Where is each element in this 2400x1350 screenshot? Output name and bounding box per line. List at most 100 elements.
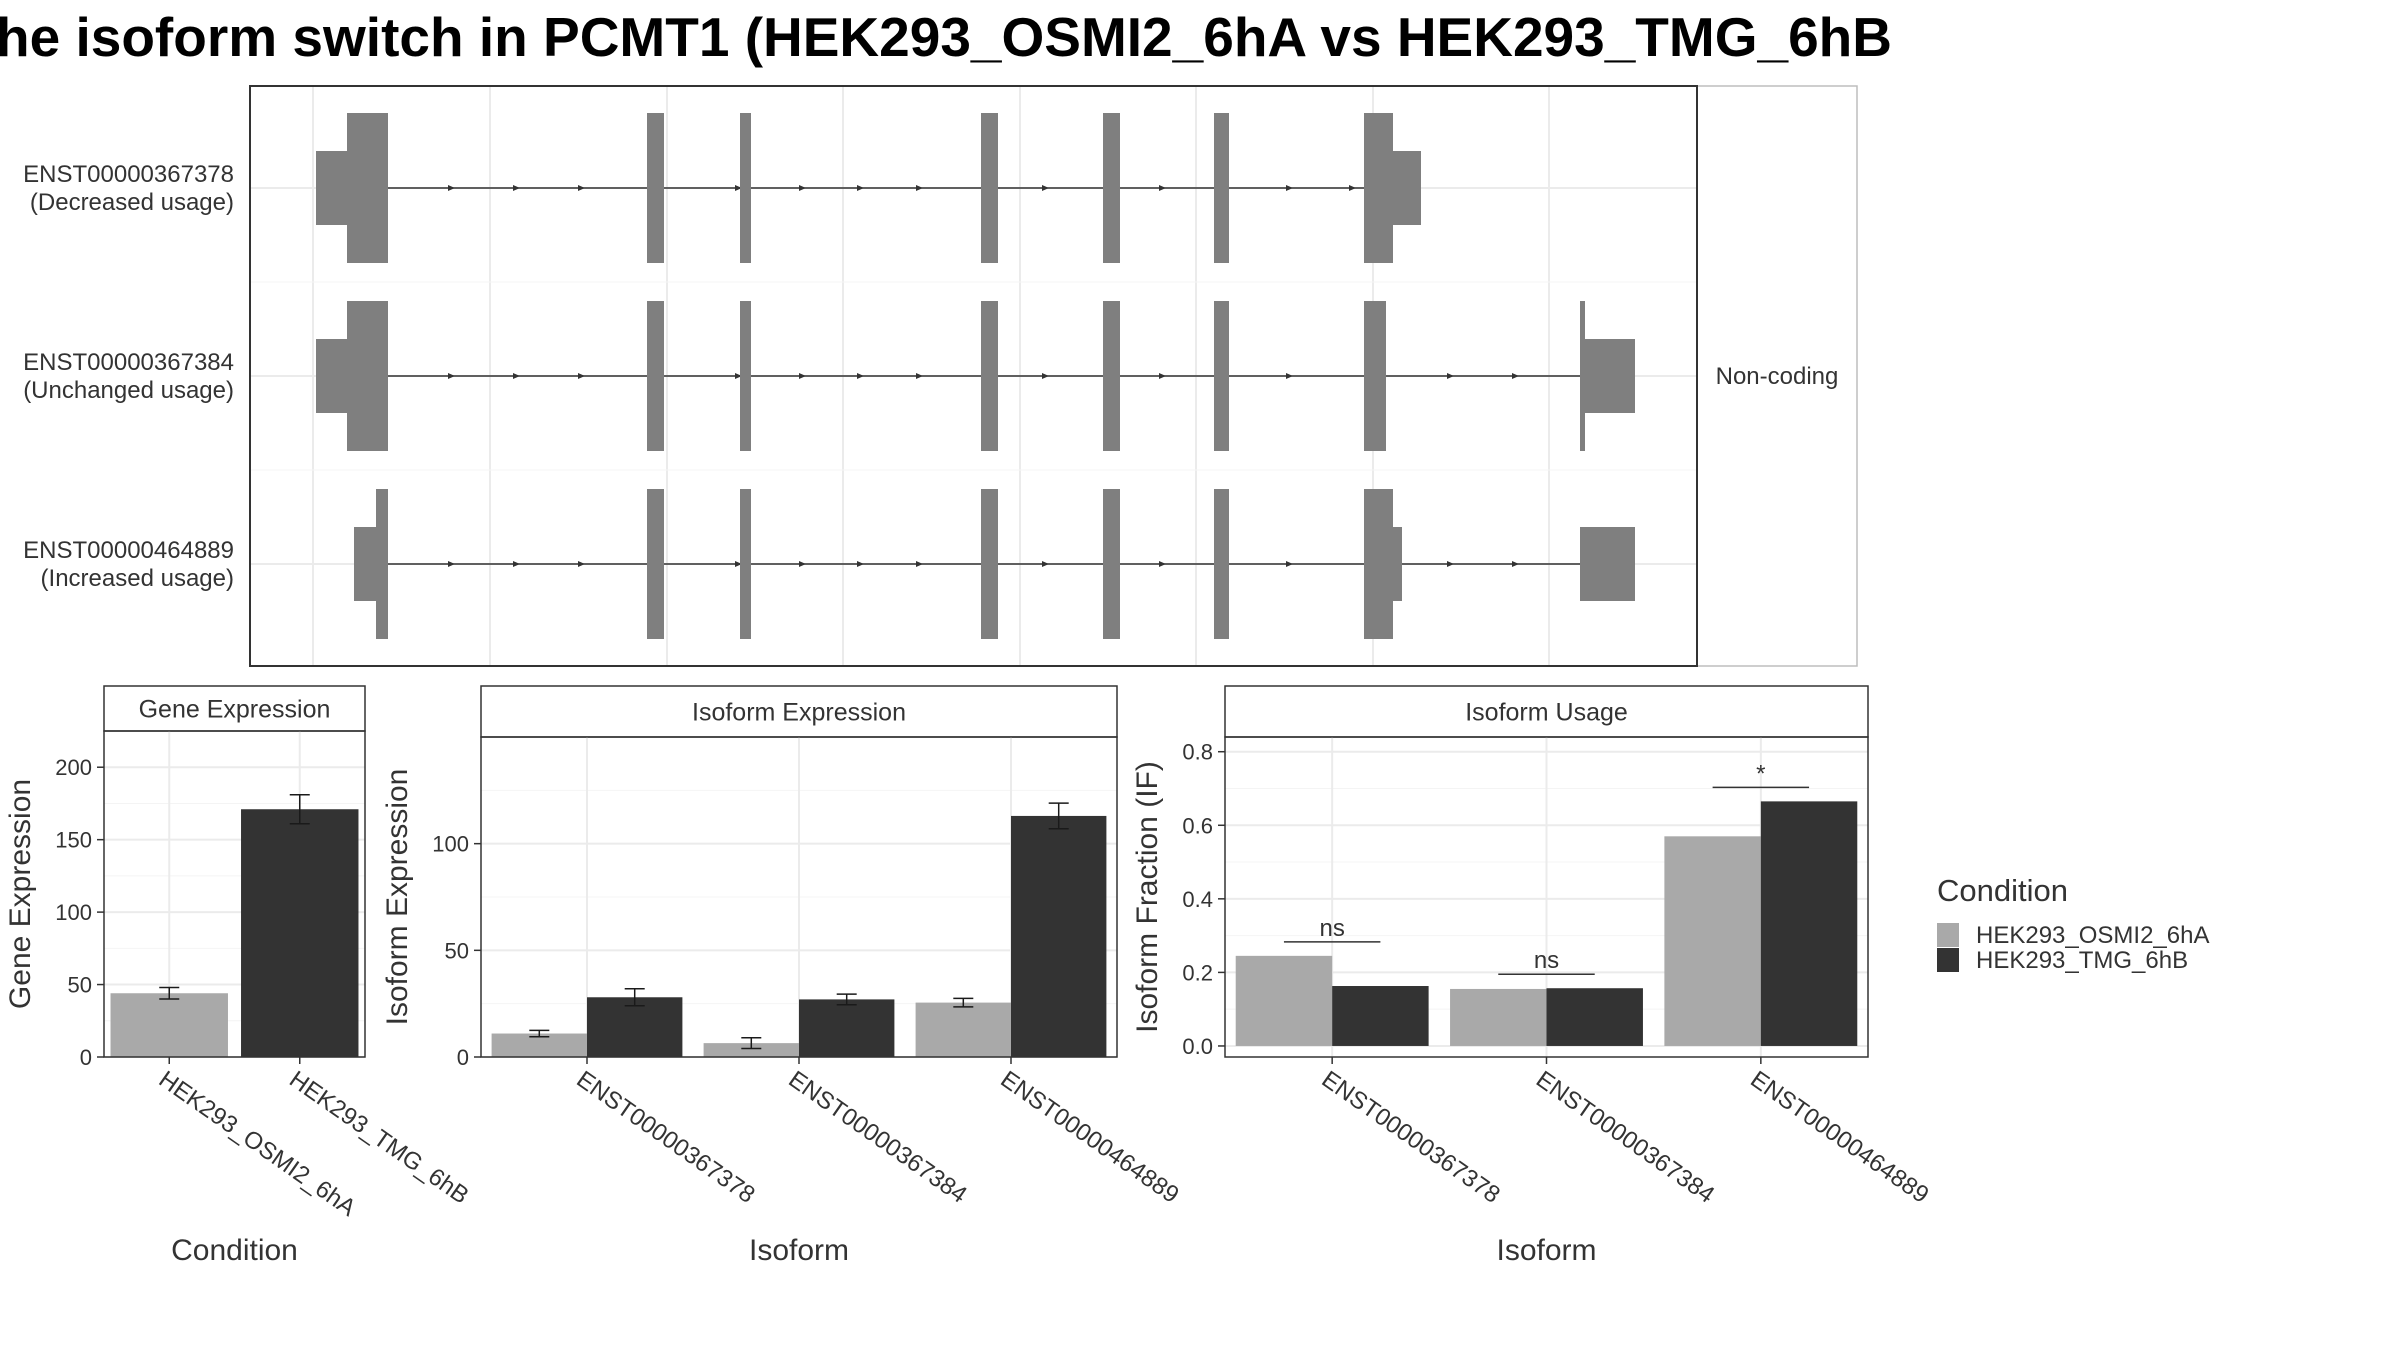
intron-direction-arrow bbox=[578, 185, 585, 191]
legend-title: Condition bbox=[1937, 873, 2068, 908]
structure-strip-label: Non-coding bbox=[1716, 363, 1839, 390]
panel-strip-title: Gene Expression bbox=[139, 696, 331, 724]
exon-block bbox=[647, 113, 664, 263]
intron-direction-arrow bbox=[513, 373, 520, 379]
exon-block bbox=[981, 301, 998, 451]
intron-direction-arrow bbox=[857, 373, 864, 379]
intron-direction-arrow bbox=[1286, 185, 1293, 191]
exon-block bbox=[376, 489, 388, 639]
y-axis-title: Isoform Expression bbox=[381, 769, 414, 1026]
intron-direction-arrow bbox=[1042, 373, 1049, 379]
gene-structure-panel: Non-coding ENST00000367378(Decreased usag… bbox=[23, 85, 1858, 667]
intron-direction-arrow bbox=[1159, 185, 1166, 191]
legend-swatch bbox=[1937, 948, 1959, 972]
panel-strip-title: Isoform Usage bbox=[1465, 699, 1628, 727]
y-tick-label: 0.8 bbox=[1182, 740, 1213, 765]
exon-block bbox=[1214, 489, 1229, 639]
exon-block bbox=[1364, 301, 1386, 451]
intron-direction-arrow bbox=[799, 185, 806, 191]
structure-strip bbox=[1696, 85, 1858, 667]
y-tick-label: 50 bbox=[68, 973, 92, 998]
exon-block bbox=[647, 301, 664, 451]
intron-direction-arrow bbox=[857, 185, 864, 191]
panel-strip bbox=[480, 685, 1118, 738]
exon-block bbox=[981, 489, 998, 639]
significance-label: ns bbox=[1534, 947, 1559, 974]
transcript-id-label: ENST00000367378 bbox=[23, 161, 234, 188]
x-tick-label: ENST00000367384 bbox=[784, 1066, 972, 1209]
transcript-usage-label: (Increased usage) bbox=[41, 565, 234, 592]
intron-direction-arrow bbox=[916, 185, 923, 191]
transcript-usage-label: (Decreased usage) bbox=[30, 189, 234, 216]
x-tick-label: ENST00000367378 bbox=[1317, 1066, 1505, 1209]
exon-block bbox=[1392, 527, 1402, 601]
y-tick-label: 0.4 bbox=[1182, 887, 1213, 912]
intron-direction-arrow bbox=[1042, 185, 1049, 191]
intron-direction-arrow bbox=[857, 561, 864, 567]
exon-block bbox=[1214, 113, 1229, 263]
intron-direction-arrow bbox=[1159, 373, 1166, 379]
intron-direction-arrow bbox=[513, 561, 520, 567]
intron-direction-arrow bbox=[578, 373, 585, 379]
x-tick-label: ENST00000367384 bbox=[1531, 1066, 1719, 1209]
intron-direction-arrow bbox=[735, 373, 742, 379]
bar bbox=[1546, 988, 1643, 1046]
intron-direction-arrow bbox=[1042, 561, 1049, 567]
structure-plot-border bbox=[249, 85, 1698, 667]
y-tick-label: 0 bbox=[80, 1045, 92, 1070]
intron-direction-arrow bbox=[799, 373, 806, 379]
intron-direction-arrow bbox=[1349, 185, 1356, 191]
intron-direction-arrow bbox=[578, 561, 585, 567]
bar bbox=[1760, 801, 1858, 1046]
intron-direction-arrow bbox=[1286, 373, 1293, 379]
exon-block bbox=[347, 113, 388, 263]
x-axis-title: Condition bbox=[171, 1234, 298, 1267]
bar bbox=[1332, 986, 1429, 1046]
legend-label: HEK293_OSMI2_6hA bbox=[1976, 922, 2209, 949]
bar bbox=[1664, 836, 1761, 1046]
bar bbox=[1011, 815, 1107, 1057]
y-tick-label: 200 bbox=[55, 755, 92, 780]
intron-direction-arrow bbox=[448, 185, 455, 191]
exon-block bbox=[981, 113, 998, 263]
significance-label: ns bbox=[1319, 915, 1344, 942]
x-tick-label: ENST00000464889 bbox=[996, 1066, 1184, 1209]
bar bbox=[110, 993, 228, 1057]
x-axis-title: Isoform bbox=[749, 1234, 849, 1267]
exon-block bbox=[1392, 151, 1421, 225]
intron-direction-arrow bbox=[1512, 561, 1519, 567]
figure-title: he isoform switch in PCMT1 (HEK293_OSMI2… bbox=[0, 6, 1892, 68]
y-tick-label: 150 bbox=[55, 828, 92, 853]
bar bbox=[915, 1002, 1011, 1057]
legend-swatch bbox=[1937, 923, 1959, 947]
bar bbox=[491, 1033, 587, 1057]
intron-direction-arrow bbox=[916, 561, 923, 567]
exon-block bbox=[1103, 301, 1120, 451]
exon-block bbox=[1580, 527, 1635, 601]
intron-direction-arrow bbox=[448, 561, 455, 567]
exon-block bbox=[1103, 113, 1120, 263]
bar bbox=[1450, 988, 1547, 1046]
bar bbox=[703, 1043, 799, 1057]
isoform-usage-panel: Isoform Usage ns ns * 0.0 0.2 0.4 0.6 0.8 ENST000… bbox=[1131, 685, 1934, 1267]
exon-block bbox=[1103, 489, 1120, 639]
intron-direction-arrow bbox=[799, 561, 806, 567]
exon-block bbox=[316, 151, 348, 225]
exon-block bbox=[740, 489, 751, 639]
exon-block bbox=[354, 527, 377, 601]
exon-block bbox=[1580, 301, 1585, 451]
panel-border bbox=[103, 730, 366, 1058]
y-tick-label: 100 bbox=[55, 900, 92, 925]
bar bbox=[799, 999, 895, 1057]
transcript-usage-label: (Unchanged usage) bbox=[23, 377, 234, 404]
exon-block bbox=[1214, 301, 1229, 451]
y-axis-title: Gene Expression bbox=[4, 779, 37, 1009]
exon-block bbox=[1364, 489, 1393, 639]
panel-strip bbox=[1224, 685, 1869, 738]
intron-direction-arrow bbox=[1447, 373, 1454, 379]
exon-block bbox=[1584, 339, 1635, 413]
intron-direction-arrow bbox=[735, 185, 742, 191]
exon-block bbox=[740, 301, 751, 451]
intron-direction-arrow bbox=[1159, 561, 1166, 567]
